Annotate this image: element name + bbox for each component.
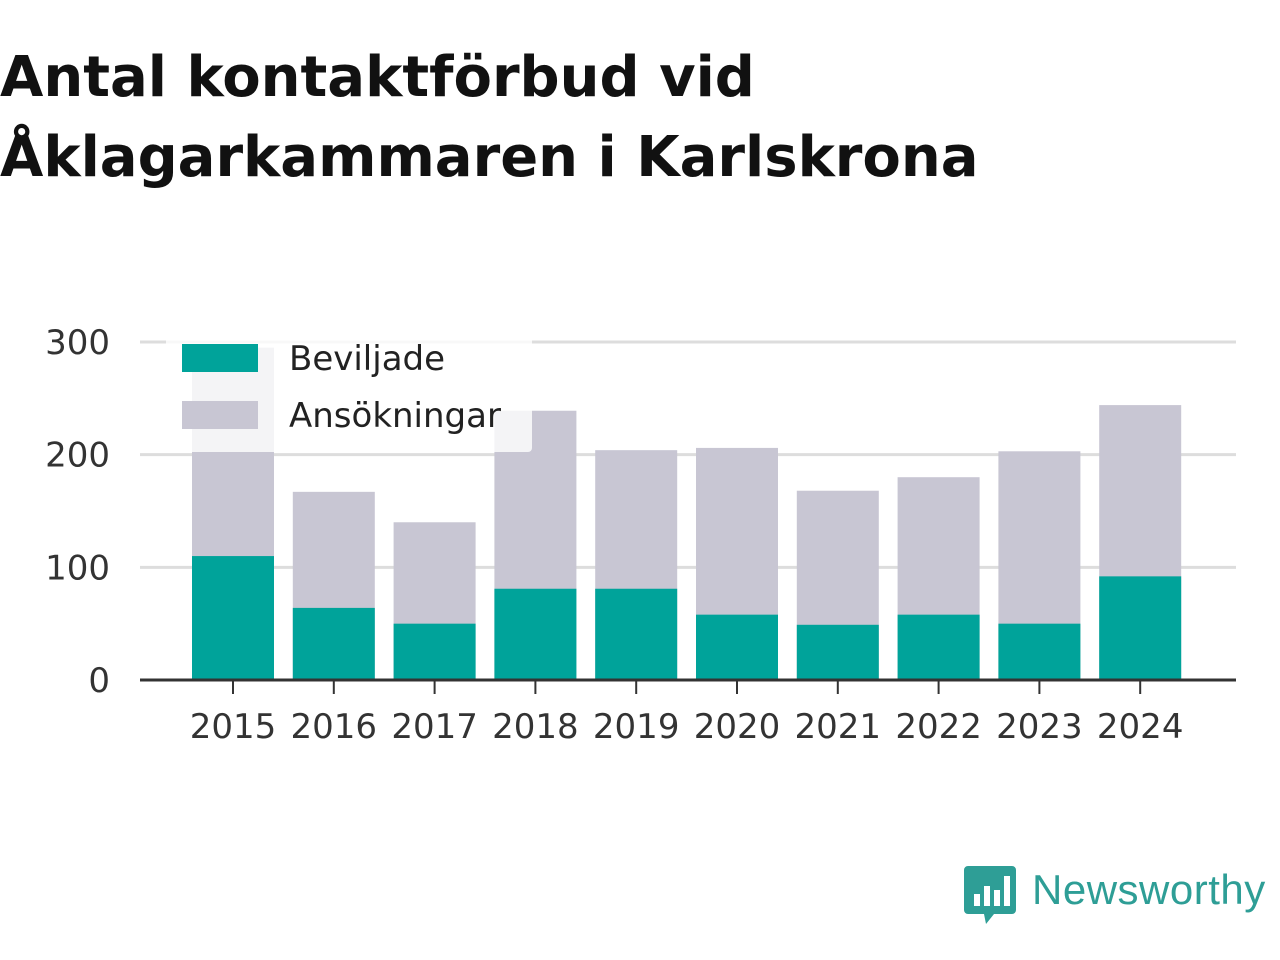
y-tick-label-100: 100: [45, 548, 110, 588]
bar-beviljade-2023: [998, 623, 1081, 680]
legend-swatch-ans-kningar: [182, 401, 258, 429]
x-tick-label-2021: 2021: [795, 707, 882, 747]
bar-beviljade-2018: [494, 588, 577, 680]
x-tick-label-2019: 2019: [593, 707, 680, 747]
legend: Beviljade Ansökningar: [166, 330, 532, 452]
brand-name: Newsworthy: [1032, 866, 1266, 913]
x-tick-labels: 2015 2016 2017 2018 2019 2020 2021 2022 2023 2024: [190, 707, 1184, 747]
bar-beviljade-2022: [897, 614, 980, 680]
x-tick-label-2024: 2024: [1097, 707, 1184, 747]
x-tick-label-2015: 2015: [190, 707, 277, 747]
legend-label-ans-kningar: Ansökningar: [289, 396, 501, 436]
y-tick-label-0: 0: [88, 661, 110, 701]
bar-beviljade-2016: [292, 607, 375, 680]
bar-beviljade-2015: [192, 556, 274, 680]
y-tick-label-300: 300: [45, 323, 110, 363]
newsworthy-logo-icon: [964, 866, 1016, 924]
chart-title: Antal kontaktförbud vid Åklagarkammaren …: [0, 45, 979, 190]
bar-beviljade-2024: [1099, 576, 1182, 680]
bar-beviljade-2020: [696, 614, 778, 680]
bar-beviljade-2017: [393, 623, 476, 680]
x-tick-label-2022: 2022: [895, 707, 982, 747]
x-tick-label-2017: 2017: [391, 707, 478, 747]
axes: [140, 678, 1236, 694]
y-tick-labels: 0 100 200 300: [45, 323, 110, 701]
bar-beviljade-2021: [796, 624, 879, 680]
x-tick-label-2020: 2020: [694, 707, 781, 747]
legend-swatch-beviljade: [182, 344, 258, 372]
bar-beviljade-2019: [595, 588, 678, 680]
x-tick-label-2023: 2023: [996, 707, 1083, 747]
y-tick-label-200: 200: [45, 436, 110, 476]
x-tick-label-2016: 2016: [291, 707, 378, 747]
legend-label-beviljade: Beviljade: [289, 339, 445, 379]
x-tick-label-2018: 2018: [492, 707, 579, 747]
